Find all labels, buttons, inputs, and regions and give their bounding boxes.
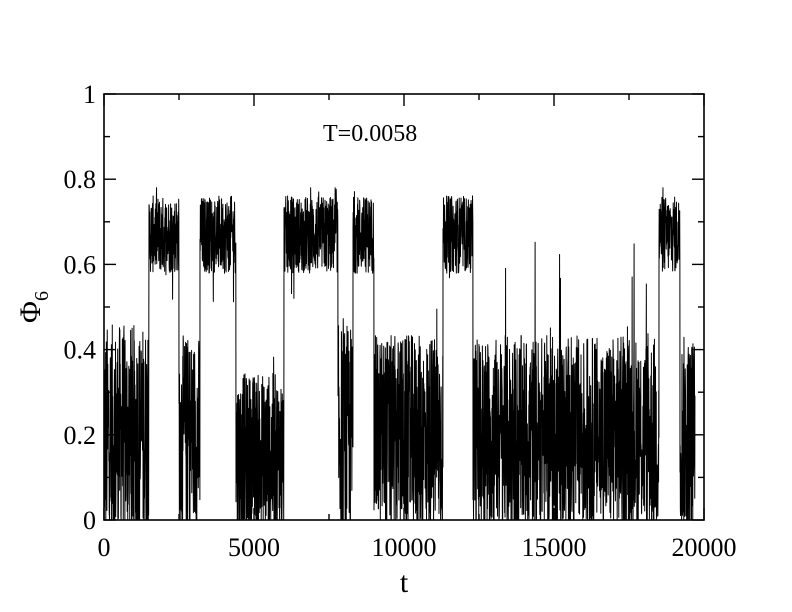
x-tick-label: 5000 [228,533,280,562]
x-tick-label: 15000 [522,533,587,562]
y-tick-label: 1 [83,80,96,109]
y-tick-label: 0.4 [64,336,97,365]
y-tick-label: 0.2 [64,421,97,450]
x-tick-label: 0 [98,533,111,562]
y-tick-label: 0.6 [64,250,97,279]
y-axis-label: Φ6 [14,291,53,323]
ticks-layer: 0 5000 10000 15000 20000 0 0.2 0.4 0.6 0.8 1 [64,80,737,562]
x-tick-label: 20000 [672,533,737,562]
y-tick-label: 0.8 [64,165,97,194]
data-series-layer [103,187,696,521]
temperature-annotation: T=0.0058 [323,121,417,147]
x-tick-label: 10000 [372,533,437,562]
y-tick-label: 0 [83,506,96,535]
phi6-series-line-0 [103,187,696,521]
y-axis-label-main: Φ [14,301,47,323]
y-axis-label-subscript: 6 [31,291,53,301]
x-axis-label: t [400,566,409,599]
